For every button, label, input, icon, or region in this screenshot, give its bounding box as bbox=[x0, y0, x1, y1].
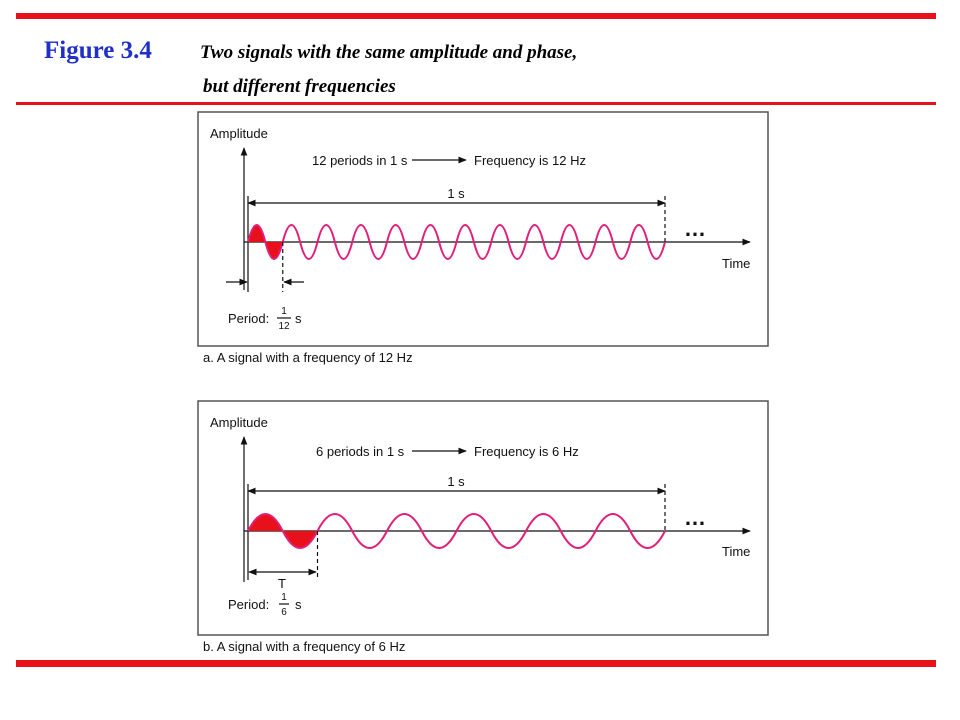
panel-a: Amplitude 12 periods in 1 s Frequency is… bbox=[197, 111, 769, 365]
frequency-text: Frequency is 6 Hz bbox=[474, 444, 579, 459]
span-label: 1 s bbox=[447, 186, 465, 201]
period-numerator: 1 bbox=[281, 592, 287, 603]
periods-text: 12 periods in 1 s bbox=[312, 153, 408, 168]
period-marker: T bbox=[278, 576, 286, 591]
panel-b: Amplitude 6 periods in 1 s Frequency is … bbox=[197, 400, 769, 654]
period-unit: s bbox=[295, 597, 302, 612]
period-denominator: 12 bbox=[278, 321, 290, 332]
bottom-bar bbox=[16, 660, 936, 667]
span-label: 1 s bbox=[447, 474, 465, 489]
axis-label: Time bbox=[722, 256, 750, 271]
axis-label: Amplitude bbox=[210, 126, 268, 141]
axis-label: Time bbox=[722, 544, 750, 559]
title: Two signals with the same amplitude and … bbox=[200, 42, 577, 63]
axis-label: Amplitude bbox=[210, 415, 268, 430]
period-unit: s bbox=[295, 311, 302, 326]
divider bbox=[16, 102, 936, 105]
ellipsis: … bbox=[684, 505, 706, 530]
period-label: Period: bbox=[228, 311, 269, 326]
title: but different frequencies bbox=[203, 76, 396, 97]
frequency-text: Frequency is 12 Hz bbox=[474, 153, 586, 168]
panel-frame bbox=[197, 111, 769, 347]
caption: a. A signal with a frequency of 12 Hz bbox=[203, 350, 413, 365]
top-bar bbox=[16, 13, 936, 19]
period-denominator: 6 bbox=[281, 607, 287, 618]
figure-number: Figure 3.4 bbox=[44, 37, 152, 64]
signal bbox=[247, 224, 666, 260]
period-label: Period: bbox=[228, 597, 269, 612]
period-numerator: 1 bbox=[281, 306, 287, 317]
caption: b. A signal with a frequency of 6 Hz bbox=[203, 639, 405, 654]
periods-text: 6 periods in 1 s bbox=[316, 444, 405, 459]
ellipsis: … bbox=[684, 216, 706, 241]
